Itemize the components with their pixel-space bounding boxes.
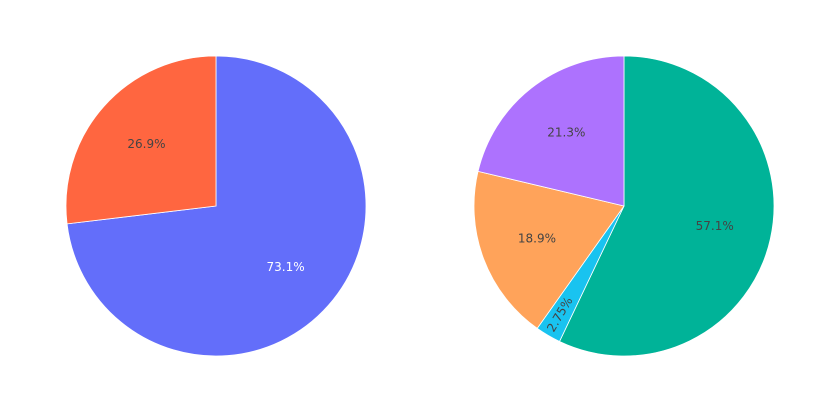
- pie-slice[interactable]: [65, 55, 217, 225]
- pie-slice[interactable]: [66, 55, 367, 357]
- pie-slice[interactable]: [473, 170, 625, 329]
- pie-chart-left: 73.1% 26.9%: [65, 55, 367, 357]
- slice-label: 57.1%: [696, 219, 734, 233]
- pie-slice[interactable]: [558, 55, 775, 357]
- slice-label: 26.9%: [127, 137, 165, 151]
- slice-label: 21.3%: [547, 126, 585, 140]
- slice-label: 73.1%: [267, 260, 305, 274]
- slice-label: 18.9%: [518, 231, 556, 245]
- pie-slice[interactable]: [477, 55, 625, 207]
- pie-chart-right: 57.1%2.75%18.9%21.3%: [473, 55, 775, 357]
